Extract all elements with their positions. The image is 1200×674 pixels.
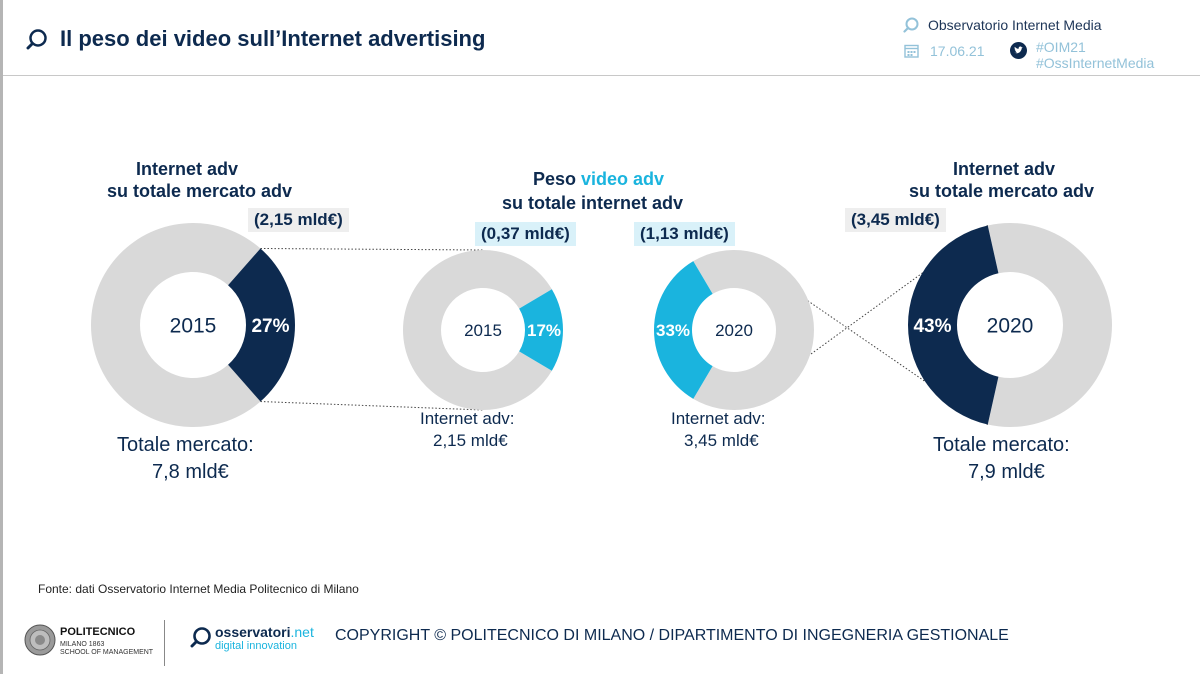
left-chart-title-line2: su totale mercato adv — [107, 181, 293, 201]
observatory-name: Observatorio Internet Media — [928, 17, 1102, 33]
search-bubble-icon — [903, 17, 919, 33]
left-value-pill: (2,15 mld€) — [248, 208, 349, 232]
right-chart-title-line1: Internet adv — [953, 159, 1056, 179]
midright-value-pill: (1,13 mld€) — [634, 222, 735, 246]
donut-2-highlight-slice — [519, 289, 563, 371]
twitter-icon — [1010, 42, 1027, 59]
mid-title-prefix: Peso — [533, 169, 582, 189]
donut-1-year-label: 2015 — [170, 315, 217, 338]
donut-2-percent-label: 17% — [527, 321, 561, 340]
donut-4-highlight-slice — [908, 225, 999, 425]
politecnico-name: POLITECNICO — [60, 626, 136, 638]
hashtag-ossinternetmedia[interactable]: #OssInternetMedia — [1036, 55, 1155, 71]
left-caption-line2: 7,8 mld€ — [152, 461, 229, 483]
oss-name-net: .net — [290, 624, 314, 640]
midleft-caption-line1: Internet adv: — [420, 409, 515, 428]
left-caption-line1: Totale mercato: — [117, 434, 254, 456]
donut-3-highlight-slice — [653, 261, 713, 399]
source-note: Fonte: dati Osservatorio Internet Media … — [38, 582, 359, 596]
connector-2015-top — [260, 247, 484, 251]
donut-3-year-label: 2020 — [715, 321, 753, 340]
osservatori-subtitle: digital innovation — [215, 640, 297, 652]
politecnico-seal-icon — [24, 624, 56, 656]
mid-chart-title-line1: Peso video adv — [533, 168, 664, 190]
politecnico-sub2: SCHOOL OF MANAGEMENT — [60, 649, 154, 656]
mid-title-accent: video adv — [581, 169, 665, 189]
osservatori-logo-icon — [190, 627, 211, 648]
calendar-icon — [904, 44, 919, 58]
donut-4-percent-label: 43% — [913, 316, 951, 337]
right-caption-line2: 7,9 mld€ — [968, 461, 1045, 483]
donut-1-percent-label: 27% — [251, 316, 289, 337]
midright-caption-line1: Internet adv: — [671, 409, 766, 428]
copyright-text: COPYRIGHT © POLITECNICO DI MILANO / DIPA… — [335, 627, 1009, 644]
left-chart-title-line1: Internet adv — [136, 159, 239, 179]
right-caption-line1: Totale mercato: — [933, 434, 1070, 456]
donut-1-highlight-slice — [228, 248, 295, 402]
donut-4-year-label: 2020 — [987, 315, 1034, 338]
oss-name-main: osservatori — [215, 624, 291, 640]
search-bubble-icon — [26, 29, 47, 50]
donut-4-remainder-slice — [987, 223, 1112, 428]
midleft-caption-line2: 2,15 mld€ — [433, 431, 508, 450]
donut-3-percent-label: 33% — [656, 321, 690, 340]
right-chart-title-line2: su totale mercato adv — [909, 181, 1095, 201]
hashtag-oim21[interactable]: #OIM21 — [1036, 39, 1086, 55]
midright-caption-line2: 3,45 mld€ — [684, 431, 759, 450]
right-value-pill: (3,45 mld€) — [845, 208, 946, 232]
page-title: Il peso dei video sull’Internet advertis… — [60, 26, 486, 51]
donut-2-remainder-slice — [403, 249, 552, 410]
date-text: 17.06.21 — [930, 43, 985, 59]
osservatori-name: osservatori.net — [215, 625, 314, 639]
politecnico-sub1: MILANO 1863 — [60, 641, 105, 648]
footer-divider — [164, 620, 165, 666]
donut-1-remainder-slice — [90, 223, 261, 427]
header-divider — [3, 75, 1200, 76]
connector-2015-bottom — [260, 401, 484, 411]
donut-3-remainder-slice — [693, 250, 814, 410]
donut-2-year-label: 2015 — [464, 321, 502, 340]
midleft-value-pill: (0,37 mld€) — [475, 222, 576, 246]
politecnico-subtitle: MILANO 1863 SCHOOL OF MANAGEMENT — [60, 641, 153, 657]
mid-chart-title-line2: su totale internet adv — [502, 193, 684, 213]
